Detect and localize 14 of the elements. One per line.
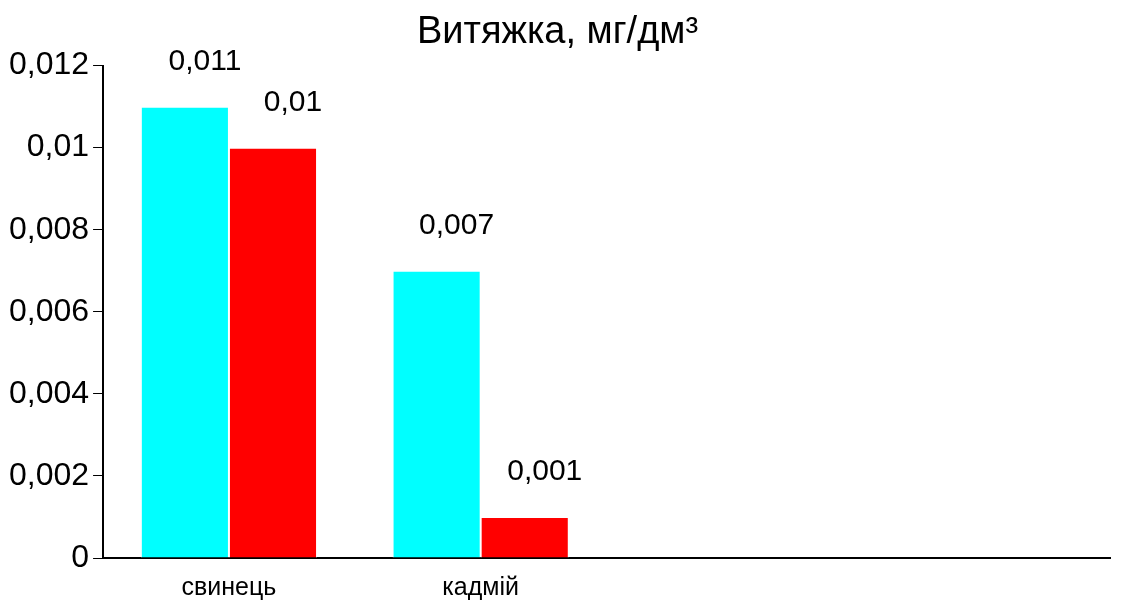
y-tick-label: 0,004 [9, 373, 90, 410]
x-tick-label: кадмій [442, 571, 520, 600]
x-tick-label: свинець [181, 571, 277, 600]
data-label: 0,01 [263, 83, 323, 117]
y-tick-label: 0 [71, 537, 90, 574]
data-label: 0,001 [507, 453, 583, 487]
y-tick-label: 0,006 [9, 291, 90, 328]
y-tick-label: 0,01 [26, 127, 90, 164]
data-label: 0,011 [168, 42, 242, 76]
y-tick-label: 0,002 [9, 455, 90, 492]
data-label: 0,007 [419, 207, 495, 241]
y-tick-label: 0,012 [9, 45, 90, 82]
chart-title: Витяжка, мг/дм³ [416, 9, 699, 52]
y-tick-label: 0,008 [9, 209, 90, 246]
